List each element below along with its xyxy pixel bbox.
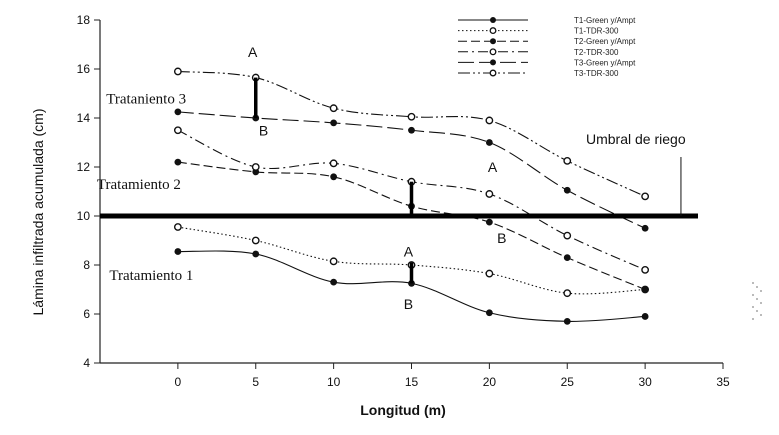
speckle-dot	[752, 282, 754, 284]
data-point-2	[173, 223, 182, 231]
legend-marker-6	[489, 69, 497, 77]
data-point-3	[330, 173, 338, 181]
data-point-1	[485, 309, 493, 317]
ab-label-1: A	[248, 44, 258, 60]
data-point-5	[563, 186, 571, 194]
speckle-dot	[752, 318, 754, 320]
data-point-6	[329, 104, 338, 113]
x-tick-label: 10	[327, 375, 341, 389]
x-axis-title: Longitud (m)	[360, 402, 446, 418]
x-tick-label: 15	[405, 375, 419, 389]
data-point-5	[485, 139, 493, 146]
legend-marker-1	[490, 17, 496, 23]
speckle-dot	[760, 302, 762, 304]
data-point-4	[173, 126, 182, 135]
speckle-dot	[752, 306, 754, 308]
data-point-3	[641, 286, 649, 293]
ab-label-3: A	[488, 159, 498, 175]
y-tick-label: 16	[77, 62, 91, 76]
speckle-dot	[760, 290, 762, 292]
annotation-layer: Umbral de riego A B A B A B Trataniento 3 Tratam…	[97, 44, 762, 320]
y-tick-label: 6	[83, 307, 90, 321]
data-point-6	[407, 112, 416, 121]
data-point-4	[251, 163, 260, 171]
y-tick-label: 18	[77, 13, 91, 27]
x-tick-label: 20	[483, 375, 497, 389]
axes-layer: 0 5 10 15 20 25 30 35 4 6 8 10 12 14 16 18	[77, 13, 730, 389]
data-point-1	[641, 313, 649, 320]
data-point-3	[485, 218, 493, 226]
y-tick-label: 4	[83, 356, 90, 370]
legend-marker-5	[490, 59, 496, 66]
legend-label-5: T3-Green y/Ampt	[574, 58, 636, 67]
legend-label-6: T3-TDR-300	[574, 69, 619, 78]
data-point-1	[252, 250, 260, 258]
y-tick-label: 8	[83, 258, 90, 272]
ab-label-4: B	[497, 230, 506, 246]
legend-label-4: T2-TDR-300	[574, 48, 619, 57]
data-point-1	[174, 248, 182, 255]
threshold-label: Umbral de riego	[586, 131, 686, 147]
data-point-1	[563, 317, 571, 325]
x-tick-label: 5	[252, 375, 259, 389]
legend-label-2: T1-TDR-300	[574, 27, 619, 36]
x-tick-label: 0	[175, 375, 182, 389]
data-point-2	[485, 269, 494, 278]
legend-marker-4	[489, 48, 497, 56]
data-point-5	[330, 119, 338, 127]
speckle-dot	[756, 310, 758, 312]
data-point-1	[330, 278, 338, 286]
speckle-dot	[756, 286, 758, 288]
data-point-2	[251, 236, 260, 245]
ab-label-2: B	[259, 122, 268, 138]
x-tick-label: 30	[638, 375, 652, 389]
y-tick-label: 12	[77, 160, 91, 174]
ab-label-6: B	[404, 296, 413, 312]
data-point-4	[641, 265, 650, 274]
data-point-4	[329, 159, 338, 168]
legend-marker-2	[489, 27, 497, 35]
legend-marker-3	[490, 38, 496, 45]
x-tick-label: 35	[716, 375, 730, 389]
data-point-6	[173, 67, 182, 76]
treatment-label-2: Tratamiento 2	[97, 177, 181, 193]
ab-label-5: A	[404, 244, 414, 260]
data-point-3	[563, 254, 571, 262]
data-point-4	[485, 190, 494, 198]
speckle-dot	[760, 314, 762, 316]
legend-label-1: T1-Green y/Ampt	[574, 16, 636, 25]
treatment-label-1: Trataniento 3	[106, 91, 186, 107]
treatment-label-3: Tratamiento 1	[109, 268, 193, 284]
data-point-5	[641, 224, 649, 232]
data-point-3	[174, 158, 182, 166]
data-point-2	[329, 257, 338, 266]
speckle-dot	[756, 298, 758, 300]
data-point-6	[563, 156, 572, 165]
y-tick-label: 10	[77, 209, 91, 223]
series-line-6	[177, 70, 646, 197]
data-point-5	[174, 108, 182, 116]
data-point-5	[408, 126, 415, 134]
x-tick-label: 25	[561, 375, 575, 389]
data-point-6	[485, 116, 494, 125]
speckle-dot	[752, 294, 754, 296]
data-point-4	[563, 231, 572, 240]
data-point-6	[641, 192, 650, 201]
y-axis-title: Lámina infiltrada acumulada (cm)	[30, 109, 46, 316]
data-point-2	[563, 289, 572, 298]
decorative-speckle	[752, 282, 762, 320]
y-tick-label: 14	[77, 111, 91, 125]
legend-label-3: T2-Green y/Ampt	[574, 37, 636, 46]
